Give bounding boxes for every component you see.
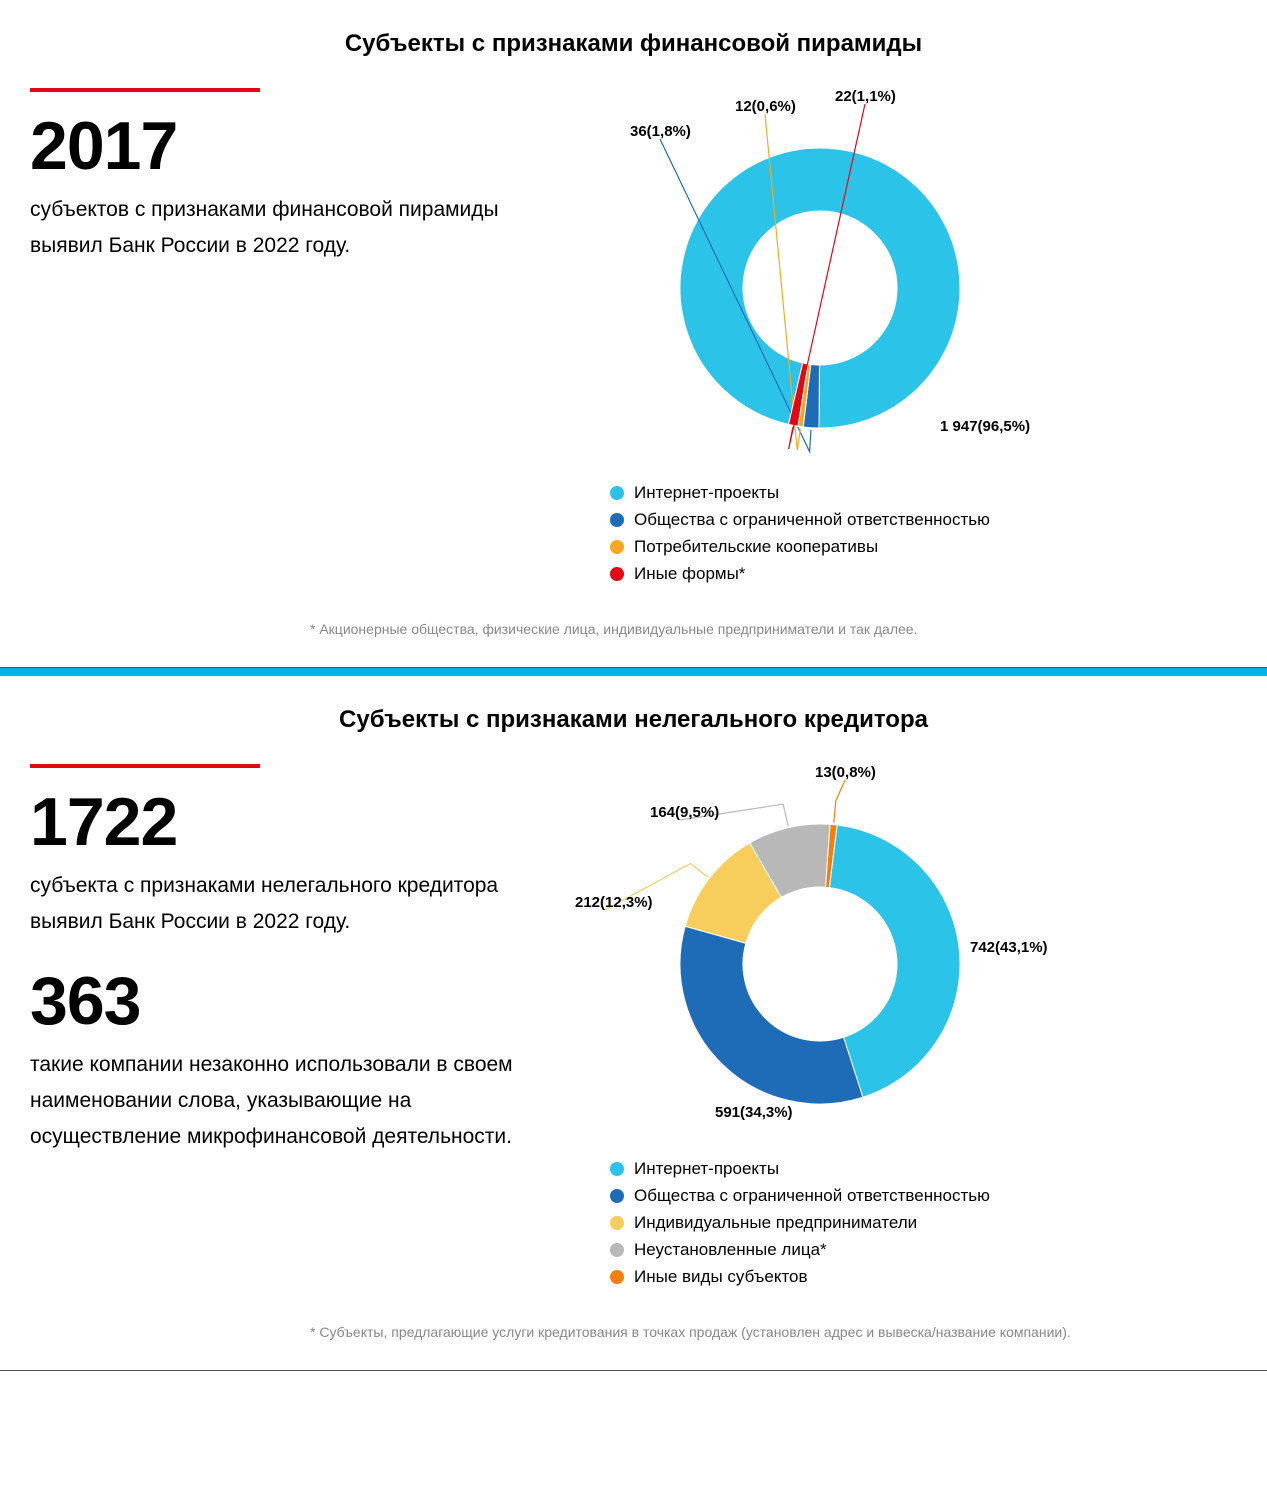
legend-swatch xyxy=(610,486,624,500)
legend-label: Индивидуальные предприниматели xyxy=(634,1213,917,1233)
donut-chart-creditor: 742(43,1%) 591(34,3%) 212(12,3%) 164(9,5%) 1… xyxy=(570,764,1070,1144)
footnote: * Субъекты, предлагающие услуги кредитов… xyxy=(30,1324,1237,1340)
content-row: 1722 субъекта с признаками нелегального к… xyxy=(30,764,1237,1294)
stat-description: субъекта с признаками нелегального креди… xyxy=(30,868,530,939)
section-creditor: Субъекты с признаками нелегального креди… xyxy=(0,676,1267,1371)
red-rule xyxy=(30,764,260,768)
stat-description: такие компании незаконно использовали в … xyxy=(30,1047,530,1154)
slice-label: 1 947(96,5%) xyxy=(940,418,1030,435)
slice-label: 36(1,8%) xyxy=(630,123,691,140)
legend-swatch xyxy=(610,1189,624,1203)
legend-item: Неустановленные лица* xyxy=(610,1240,990,1260)
content-row: 2017 субъектов с признаками финансовой пи… xyxy=(30,88,1237,591)
legend-label: Неустановленные лица* xyxy=(634,1240,827,1260)
stat-description: субъектов с признаками финансовой пирами… xyxy=(30,192,530,263)
text-column: 1722 субъекта с признаками нелегального к… xyxy=(30,764,530,1294)
legend-pyramid: Интернет-проекты Общества с ограниченной … xyxy=(570,476,990,591)
slice-label: 212(12,3%) xyxy=(575,894,653,911)
legend-swatch xyxy=(610,540,624,554)
chart-column: 742(43,1%) 591(34,3%) 212(12,3%) 164(9,5%) 1… xyxy=(570,764,1237,1294)
legend-creditor: Интернет-проекты Общества с ограниченной … xyxy=(570,1152,990,1294)
legend-swatch xyxy=(610,1243,624,1257)
donut-slice xyxy=(680,926,863,1104)
section-title: Субъекты с признаками финансовой пирамид… xyxy=(30,30,1237,58)
slice-label: 591(34,3%) xyxy=(715,1104,793,1121)
legend-item: Иные формы* xyxy=(610,564,990,584)
legend-label: Интернет-проекты xyxy=(634,1159,779,1179)
legend-item: Интернет-проекты xyxy=(610,1159,990,1179)
slice-label: 12(0,6%) xyxy=(735,98,796,115)
slice-label: 13(0,8%) xyxy=(815,764,876,781)
legend-label: Общества с ограниченной ответственностью xyxy=(634,510,990,530)
section-title: Субъекты с признаками нелегального креди… xyxy=(30,706,1237,734)
section-pyramid: Субъекты с признаками финансовой пирамид… xyxy=(0,0,1267,668)
legend-label: Иные виды субъектов xyxy=(634,1267,808,1287)
donut-slice xyxy=(680,148,960,428)
legend-label: Потребительские кооперативы xyxy=(634,537,878,557)
legend-label: Иные формы* xyxy=(634,564,745,584)
legend-swatch xyxy=(610,513,624,527)
legend-swatch xyxy=(610,1162,624,1176)
donut-chart-pyramid: 1 947(96,5%) 36(1,8%) 12(0,6%) 22(1,1%) xyxy=(570,88,1070,468)
legend-item: Индивидуальные предприниматели xyxy=(610,1213,990,1233)
legend-swatch xyxy=(610,567,624,581)
footnote: * Акционерные общества, физические лица,… xyxy=(30,621,1237,637)
red-rule xyxy=(30,88,260,92)
legend-item: Общества с ограниченной ответственностью xyxy=(610,510,990,530)
legend-item: Потребительские кооперативы xyxy=(610,537,990,557)
slice-label: 164(9,5%) xyxy=(650,804,719,821)
leader-line xyxy=(834,780,845,823)
legend-label: Интернет-проекты xyxy=(634,483,779,503)
slice-label: 742(43,1%) xyxy=(970,939,1048,956)
stat-number: 363 xyxy=(30,967,530,1035)
slice-label: 22(1,1%) xyxy=(835,88,896,105)
text-column: 2017 субъектов с признаками финансовой пи… xyxy=(30,88,530,591)
legend-item: Общества с ограниченной ответственностью xyxy=(610,1186,990,1206)
stat-number: 2017 xyxy=(30,112,530,180)
stat-number: 1722 xyxy=(30,788,530,856)
section-divider xyxy=(0,668,1267,676)
chart-column: 1 947(96,5%) 36(1,8%) 12(0,6%) 22(1,1%) Инт… xyxy=(570,88,1237,591)
legend-item: Интернет-проекты xyxy=(610,483,990,503)
legend-label: Общества с ограниченной ответственностью xyxy=(634,1186,990,1206)
legend-item: Иные виды субъектов xyxy=(610,1267,990,1287)
legend-swatch xyxy=(610,1216,624,1230)
legend-swatch xyxy=(610,1270,624,1284)
